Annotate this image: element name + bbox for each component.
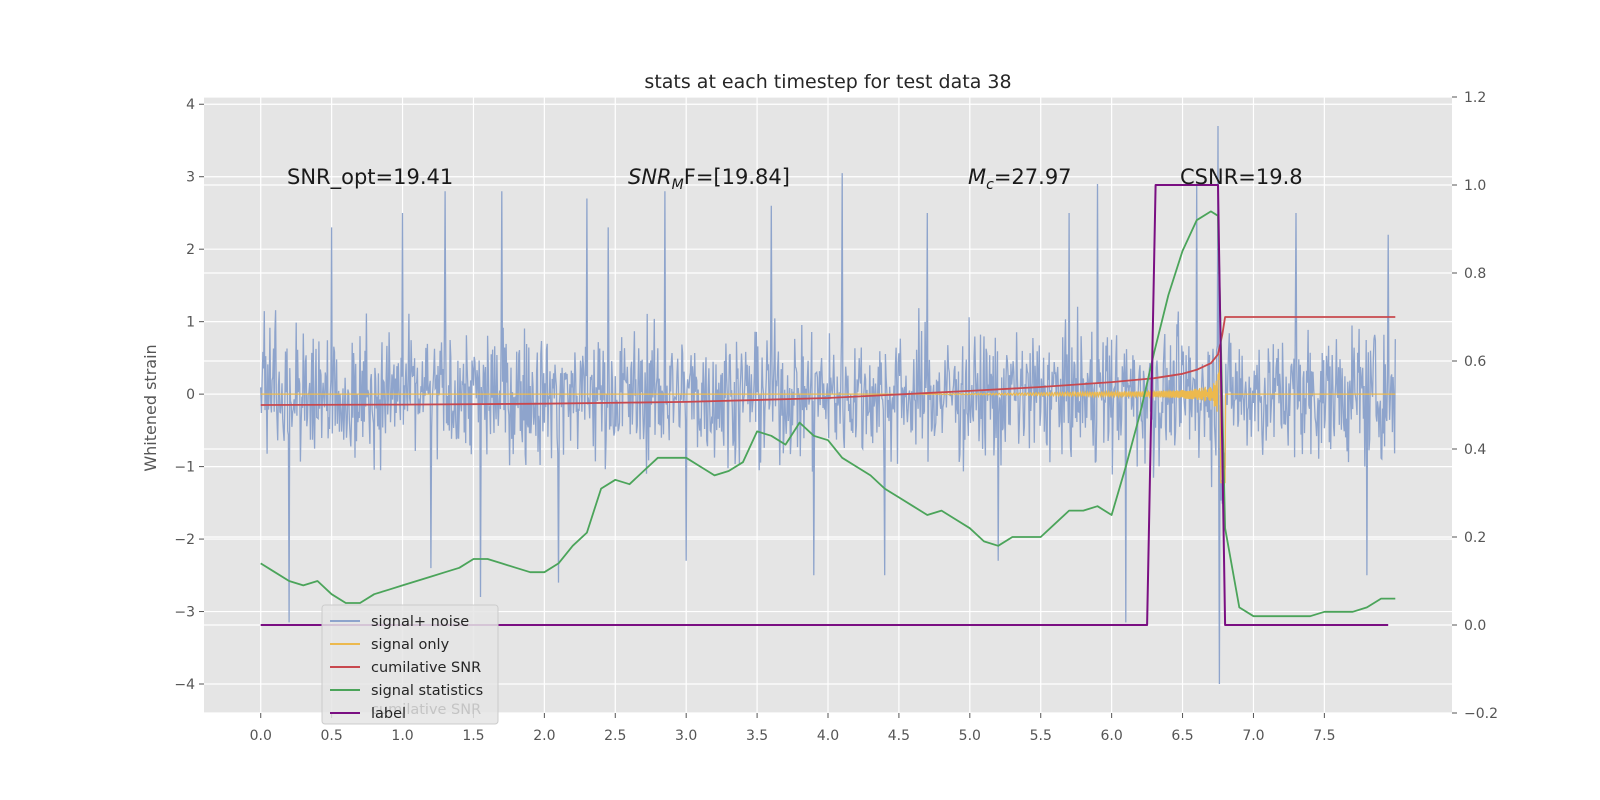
chart-title: stats at each timestep for test data 38: [644, 71, 1011, 93]
y-tick-label: −1: [174, 460, 195, 476]
x-tick-label: 1.0: [391, 728, 413, 744]
x-tick-label: 5.0: [959, 728, 981, 744]
y-tick-label: −4: [174, 677, 195, 693]
x-tick-label: 3.5: [746, 728, 768, 744]
signal-noise-line: [260, 125, 1396, 685]
grid: [204, 96, 1452, 714]
series-signal-only: [260, 353, 1396, 484]
series-signal-noise: [260, 125, 1396, 685]
y-axis-label: Whitened strain: [141, 344, 160, 471]
y2-tick-label: 0.6: [1464, 354, 1486, 370]
legend-box: [321, 604, 499, 725]
legend-label: signal+ noise: [371, 614, 469, 630]
y2-tick-label: 1.0: [1464, 178, 1486, 194]
x-tick-label: 3.0: [675, 728, 697, 744]
annotation-snr-opt: SNR_opt=19.41: [287, 165, 453, 190]
annotation-csnr: CSNR=19.8: [1180, 165, 1303, 189]
y-tick-label: −2: [174, 532, 195, 548]
annotation-mc-rest: =27.97: [994, 165, 1072, 189]
y2-tick-label: 0.0: [1464, 618, 1486, 634]
y2-tick-label: 0.8: [1464, 266, 1486, 282]
ticks: 0.0 0.5 1.0 1.5 2.0 2.5 3.0 3.5 4.0 4.5 5.0 5.5 6.0 6…: [174, 90, 1498, 744]
x-tick-label: 7.0: [1242, 728, 1264, 744]
signal-only-line: [260, 353, 1396, 484]
y-tick-label: 1: [186, 315, 195, 331]
label-line: [260, 184, 1389, 626]
annotation-snr-mf-sub: M: [672, 177, 684, 193]
y-tick-label: 4: [186, 97, 195, 113]
y2-tick-label: 0.2: [1464, 530, 1486, 546]
annotation-snr-mf-name: SNR: [628, 165, 672, 189]
x-tick-label: 1.5: [462, 728, 484, 744]
legend: cumilative SNR signal+ noise signal only c…: [321, 604, 499, 725]
legend-items: signal+ noise signal only cumilative SNR si…: [330, 614, 483, 722]
x-tick-label: 5.5: [1030, 728, 1052, 744]
y2-tick-label: 0.4: [1464, 442, 1486, 458]
y2-tick-label: −0.2: [1464, 706, 1498, 722]
x-tick-label: 2.0: [533, 728, 555, 744]
legend-ghost-text: cumilative SNR: [371, 702, 481, 718]
x-tick-label: 0.5: [321, 728, 343, 744]
series-signal-statistics: [260, 210, 1396, 618]
legend-label: label: [371, 706, 406, 722]
annotation-snr-mf: SNRMF=[19.84]: [628, 165, 790, 193]
legend-label: cumilative SNR: [371, 660, 481, 676]
x-tick-label: 6.5: [1171, 728, 1193, 744]
annotation-mc-sub: c: [986, 177, 994, 193]
legend-label: signal only: [371, 637, 450, 653]
x-tick-label: 7.5: [1313, 728, 1335, 744]
series-label: [260, 184, 1389, 626]
x-tick-label: 0.0: [250, 728, 272, 744]
signal-statistics-line: [260, 210, 1396, 618]
legend-label: signal statistics: [371, 683, 483, 699]
y-tick-label: −3: [174, 605, 195, 621]
x-tick-label: 6.0: [1101, 728, 1123, 744]
y-tick-label: 2: [186, 242, 195, 258]
y-tick-label: 0: [186, 387, 195, 403]
y-tick-label: 3: [186, 170, 195, 186]
annotation-mc-name: M: [968, 165, 986, 189]
annotation-snr-mf-rest: F=[19.84]: [684, 165, 790, 189]
annotation-mc: Mc=27.97: [968, 165, 1072, 193]
x-tick-label: 4.5: [888, 728, 910, 744]
x-tick-label: 4.0: [817, 728, 839, 744]
x-tick-label: 2.5: [604, 728, 626, 744]
y2-tick-label: 1.2: [1464, 90, 1486, 106]
